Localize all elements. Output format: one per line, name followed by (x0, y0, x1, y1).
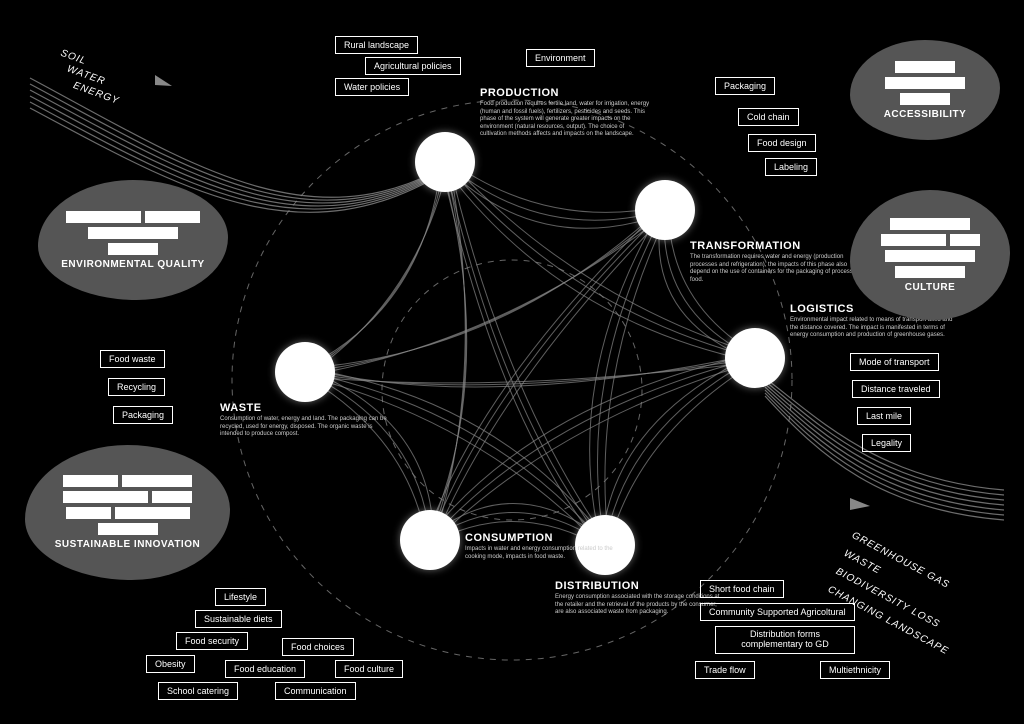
blob-bar (98, 523, 158, 535)
node-desc: Environmental impact related to means of… (790, 317, 960, 340)
tag-transformation: Cold chain (738, 108, 799, 126)
node-label-consumption: CONSUMPTION Impacts in water and energy c… (465, 532, 635, 561)
tag-production: Rural landscape (335, 36, 418, 54)
blob-bar (66, 507, 111, 519)
node-desc: Impacts in water and energy consumption … (465, 546, 635, 561)
node-desc: Food production requires fertile land, w… (480, 101, 650, 139)
blob-bars (66, 211, 200, 255)
tag-waste: Recycling (108, 378, 165, 396)
blob-bar (145, 211, 200, 223)
blob-bar (895, 266, 965, 278)
tag-consumption: Food education (225, 660, 305, 678)
blob-bar (66, 211, 141, 223)
blob-bar (890, 218, 970, 230)
tag-waste: Food waste (100, 350, 165, 368)
tag-production: Agricultural policies (365, 57, 461, 75)
tag-consumption: Sustainable diets (195, 610, 282, 628)
node-label-waste: WASTE Consumption of water, energy and la… (220, 402, 390, 439)
tag-distribution: Trade flow (695, 661, 755, 679)
node-logistics (725, 328, 785, 388)
node-desc: The transformation requires water and en… (690, 254, 860, 284)
blob-bar (950, 234, 980, 246)
tag-consumption: School catering (158, 682, 238, 700)
tag-distribution: Short food chain (700, 580, 784, 598)
tag-distribution: Community Supported Agricoltural (700, 603, 855, 621)
blob-bar (63, 475, 118, 487)
node-consumption (400, 510, 460, 570)
blob-title: ACCESSIBILITY (884, 109, 967, 120)
blob-sustainable_innovation: SUSTAINABLE INNOVATION (25, 445, 230, 580)
tag-distribution: Distribution forms complementary to GD (715, 626, 855, 654)
node-production (415, 132, 475, 192)
blob-bar (885, 250, 975, 262)
blob-accessibility: ACCESSIBILITY (850, 40, 1000, 140)
tag-production: Environment (526, 49, 595, 67)
tag-logistics: Legality (862, 434, 911, 452)
blob-bars (881, 218, 980, 278)
node-label-production: PRODUCTION Food production requires ferti… (480, 87, 650, 139)
tag-logistics: Mode of transport (850, 353, 939, 371)
blob-bar (885, 77, 965, 89)
tag-consumption: Lifestyle (215, 588, 266, 606)
tag-consumption: Food choices (282, 638, 354, 656)
blob-bars (885, 61, 965, 105)
tag-logistics: Distance traveled (852, 380, 940, 398)
tag-consumption: Obesity (146, 655, 195, 673)
tag-consumption: Food security (176, 632, 248, 650)
blob-bar (122, 475, 192, 487)
blob-title: ENVIRONMENTAL QUALITY (61, 259, 204, 270)
tag-transformation: Labeling (765, 158, 817, 176)
node-transformation (635, 180, 695, 240)
blob-bar (63, 491, 148, 503)
node-label-transformation: TRANSFORMATION The transformation require… (690, 240, 860, 284)
tag-consumption: Communication (275, 682, 356, 700)
tag-transformation: Packaging (715, 77, 775, 95)
node-title: TRANSFORMATION (690, 240, 860, 252)
node-title: WASTE (220, 402, 390, 414)
tag-waste: Packaging (113, 406, 173, 424)
blob-title: SUSTAINABLE INNOVATION (55, 539, 200, 550)
tag-production: Water policies (335, 78, 409, 96)
blob-culture: CULTURE (850, 190, 1010, 320)
blob-title: CULTURE (905, 282, 956, 293)
tag-consumption: Food culture (335, 660, 403, 678)
blob-bar (152, 491, 192, 503)
blob-bar (900, 93, 950, 105)
blob-bar (108, 243, 158, 255)
blob-environmental_quality: ENVIRONMENTAL QUALITY (38, 180, 228, 300)
blob-bar (881, 234, 946, 246)
node-desc: Consumption of water, energy and land. T… (220, 416, 390, 439)
blob-bars (63, 475, 192, 535)
tag-logistics: Last mile (857, 407, 911, 425)
node-waste (275, 342, 335, 402)
blob-bar (895, 61, 955, 73)
blob-bar (115, 507, 190, 519)
tag-distribution: Multiethnicity (820, 661, 890, 679)
node-title: PRODUCTION (480, 87, 650, 99)
node-title: CONSUMPTION (465, 532, 635, 544)
tag-transformation: Food design (748, 134, 816, 152)
blob-bar (88, 227, 178, 239)
